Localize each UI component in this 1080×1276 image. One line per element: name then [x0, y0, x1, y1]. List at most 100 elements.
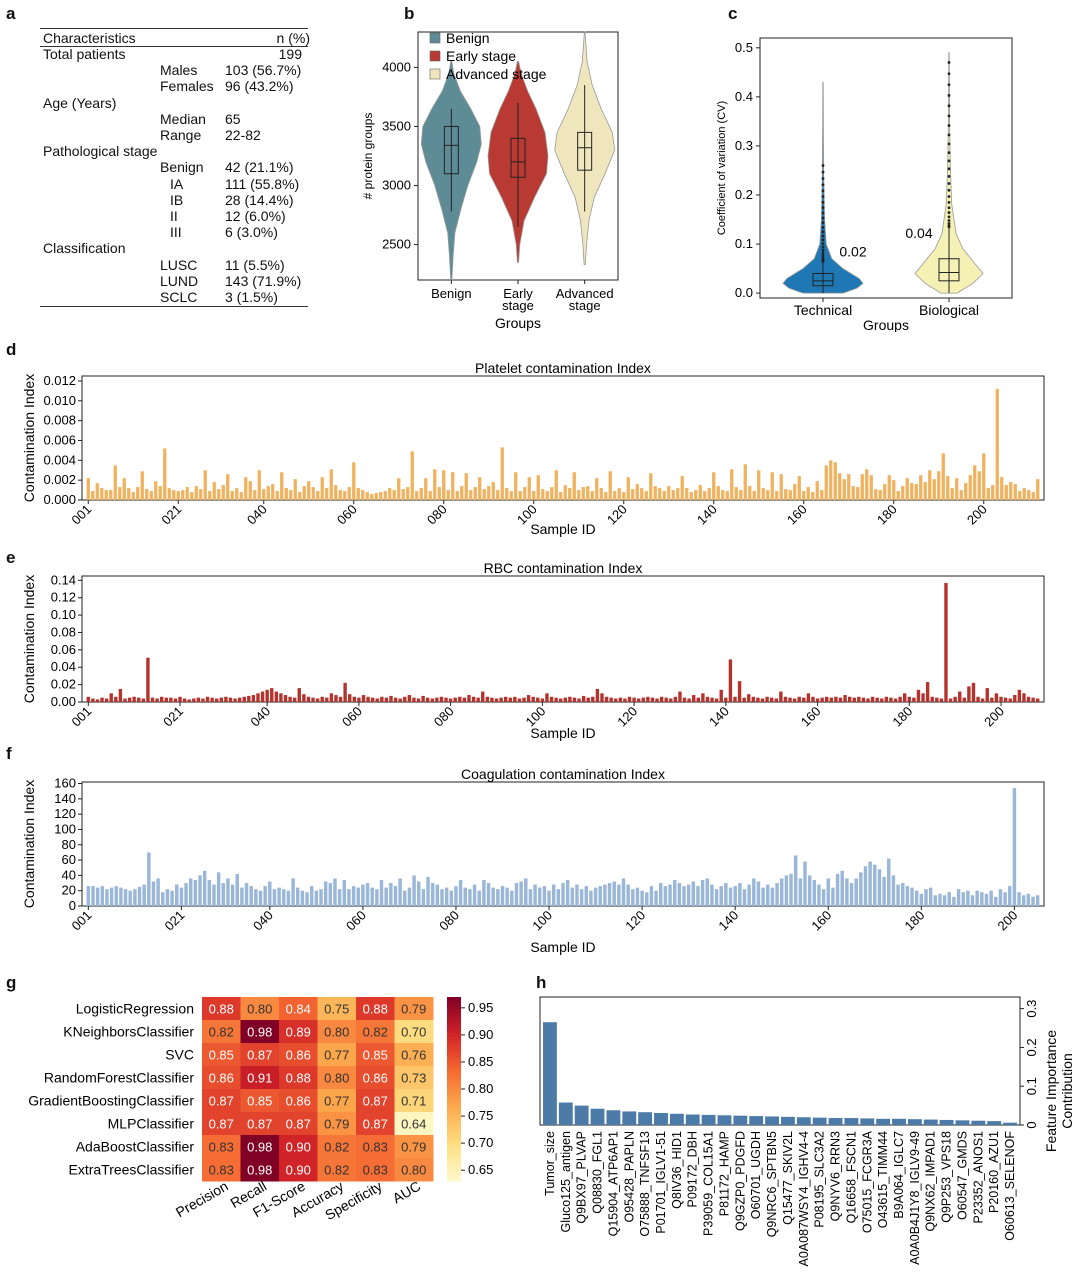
heatmap-cell-value: 0.80 — [324, 1071, 349, 1086]
bar — [458, 696, 462, 702]
colorbar-segment — [447, 1027, 461, 1032]
bar — [705, 696, 710, 702]
bar — [622, 1111, 637, 1125]
bar — [449, 890, 454, 906]
bar — [109, 490, 113, 500]
x-category-label: stage — [569, 298, 601, 313]
bar — [311, 697, 315, 702]
bar — [263, 886, 267, 906]
bar — [352, 462, 356, 500]
heatmap-cell-value: 0.79 — [401, 1002, 426, 1017]
bar — [614, 698, 618, 702]
bar — [939, 1119, 954, 1125]
heatmap-row-label: RandomForestClassifier — [44, 1070, 194, 1086]
bar — [984, 893, 989, 906]
bar — [338, 490, 342, 500]
bar — [844, 1118, 859, 1125]
bar — [393, 886, 398, 906]
bar — [505, 488, 509, 500]
bar — [440, 889, 444, 906]
heatmap-cell — [394, 1135, 434, 1159]
y-tick-label: 120 — [54, 806, 76, 821]
outlier-point — [821, 195, 825, 198]
bar — [953, 696, 957, 702]
bar — [540, 698, 545, 702]
bar — [253, 490, 257, 500]
y-axis-label: Coefficient of variation (CV) — [716, 101, 728, 235]
bar — [296, 887, 300, 906]
bar — [779, 878, 784, 906]
heatmap-cell-value: 0.77 — [324, 1094, 349, 1109]
bar — [496, 490, 500, 500]
bar — [703, 491, 707, 500]
bar — [113, 465, 117, 500]
bar — [717, 1115, 732, 1125]
bar — [631, 489, 635, 500]
y-tick-label: 0.02 — [51, 677, 76, 692]
bar — [274, 691, 279, 702]
bar — [403, 890, 407, 906]
bar — [581, 487, 585, 500]
outlier-point — [821, 211, 825, 215]
bar — [407, 695, 412, 702]
bar — [302, 486, 306, 500]
bar — [779, 474, 783, 500]
heatmap-cell-value: 0.98 — [247, 1140, 272, 1155]
heatmap-cell-value: 0.77 — [324, 1048, 349, 1063]
heatmap-cell — [394, 1158, 434, 1182]
x-tick-label: 160 — [808, 908, 834, 934]
x-axis-label: Groups — [863, 317, 909, 332]
bar — [659, 883, 663, 906]
x-tick-label: 160 — [798, 704, 824, 730]
bar — [952, 896, 956, 906]
x-category-label: Tumor_size — [543, 1131, 557, 1196]
heatmap-cell — [317, 997, 357, 1021]
table-row-label: LUND — [160, 272, 199, 289]
bar — [401, 489, 405, 500]
bar — [490, 697, 494, 702]
bar — [609, 697, 613, 702]
chart-title: RBC contamination Index — [484, 560, 643, 576]
table-row-value: 12 (6.0%) — [225, 208, 286, 224]
bar — [875, 697, 879, 702]
bar — [433, 469, 437, 500]
bar — [662, 491, 666, 500]
table-row-value: 111 (55.8%) — [225, 175, 300, 192]
bar — [421, 695, 425, 702]
heatmap-row-label: ExtraTreesClassifier — [68, 1162, 194, 1178]
heatmap-cell — [240, 997, 280, 1021]
outlier-point — [947, 142, 951, 146]
bar — [499, 697, 503, 702]
bar — [487, 486, 491, 500]
bar — [235, 873, 239, 906]
bar — [774, 698, 778, 702]
bar — [923, 482, 927, 500]
y-tick-label: 0.3 — [735, 138, 753, 153]
classifier-metrics-heatmap: LogisticRegression 0.88 0.80 0.84 0.75 0.88 0.… — [28, 997, 493, 1223]
bar — [938, 893, 942, 906]
bar — [528, 889, 533, 906]
bar — [672, 879, 677, 906]
bar — [955, 1120, 970, 1125]
heatmap-cell-value: 0.86 — [286, 1094, 311, 1109]
outlier-point — [821, 206, 825, 210]
bar — [946, 476, 950, 500]
bar — [784, 875, 789, 906]
bar — [898, 696, 902, 702]
colorbar-segment — [447, 1061, 461, 1066]
bar — [472, 884, 477, 906]
heatmap-cell-value: 0.71 — [401, 1094, 426, 1109]
bar — [694, 490, 698, 500]
bar — [476, 697, 480, 702]
bar — [127, 697, 132, 702]
bar — [645, 892, 649, 906]
heatmap-cell-value: 0.82 — [209, 1025, 234, 1040]
x-tick-label: 120 — [604, 502, 630, 528]
colorbar-segment — [447, 1021, 461, 1026]
bar — [286, 890, 291, 906]
plot-frame — [759, 37, 1013, 299]
bar — [379, 879, 384, 906]
bar — [586, 697, 590, 702]
heatmap-cell-value: 0.83 — [363, 1163, 388, 1178]
bar — [882, 876, 886, 906]
